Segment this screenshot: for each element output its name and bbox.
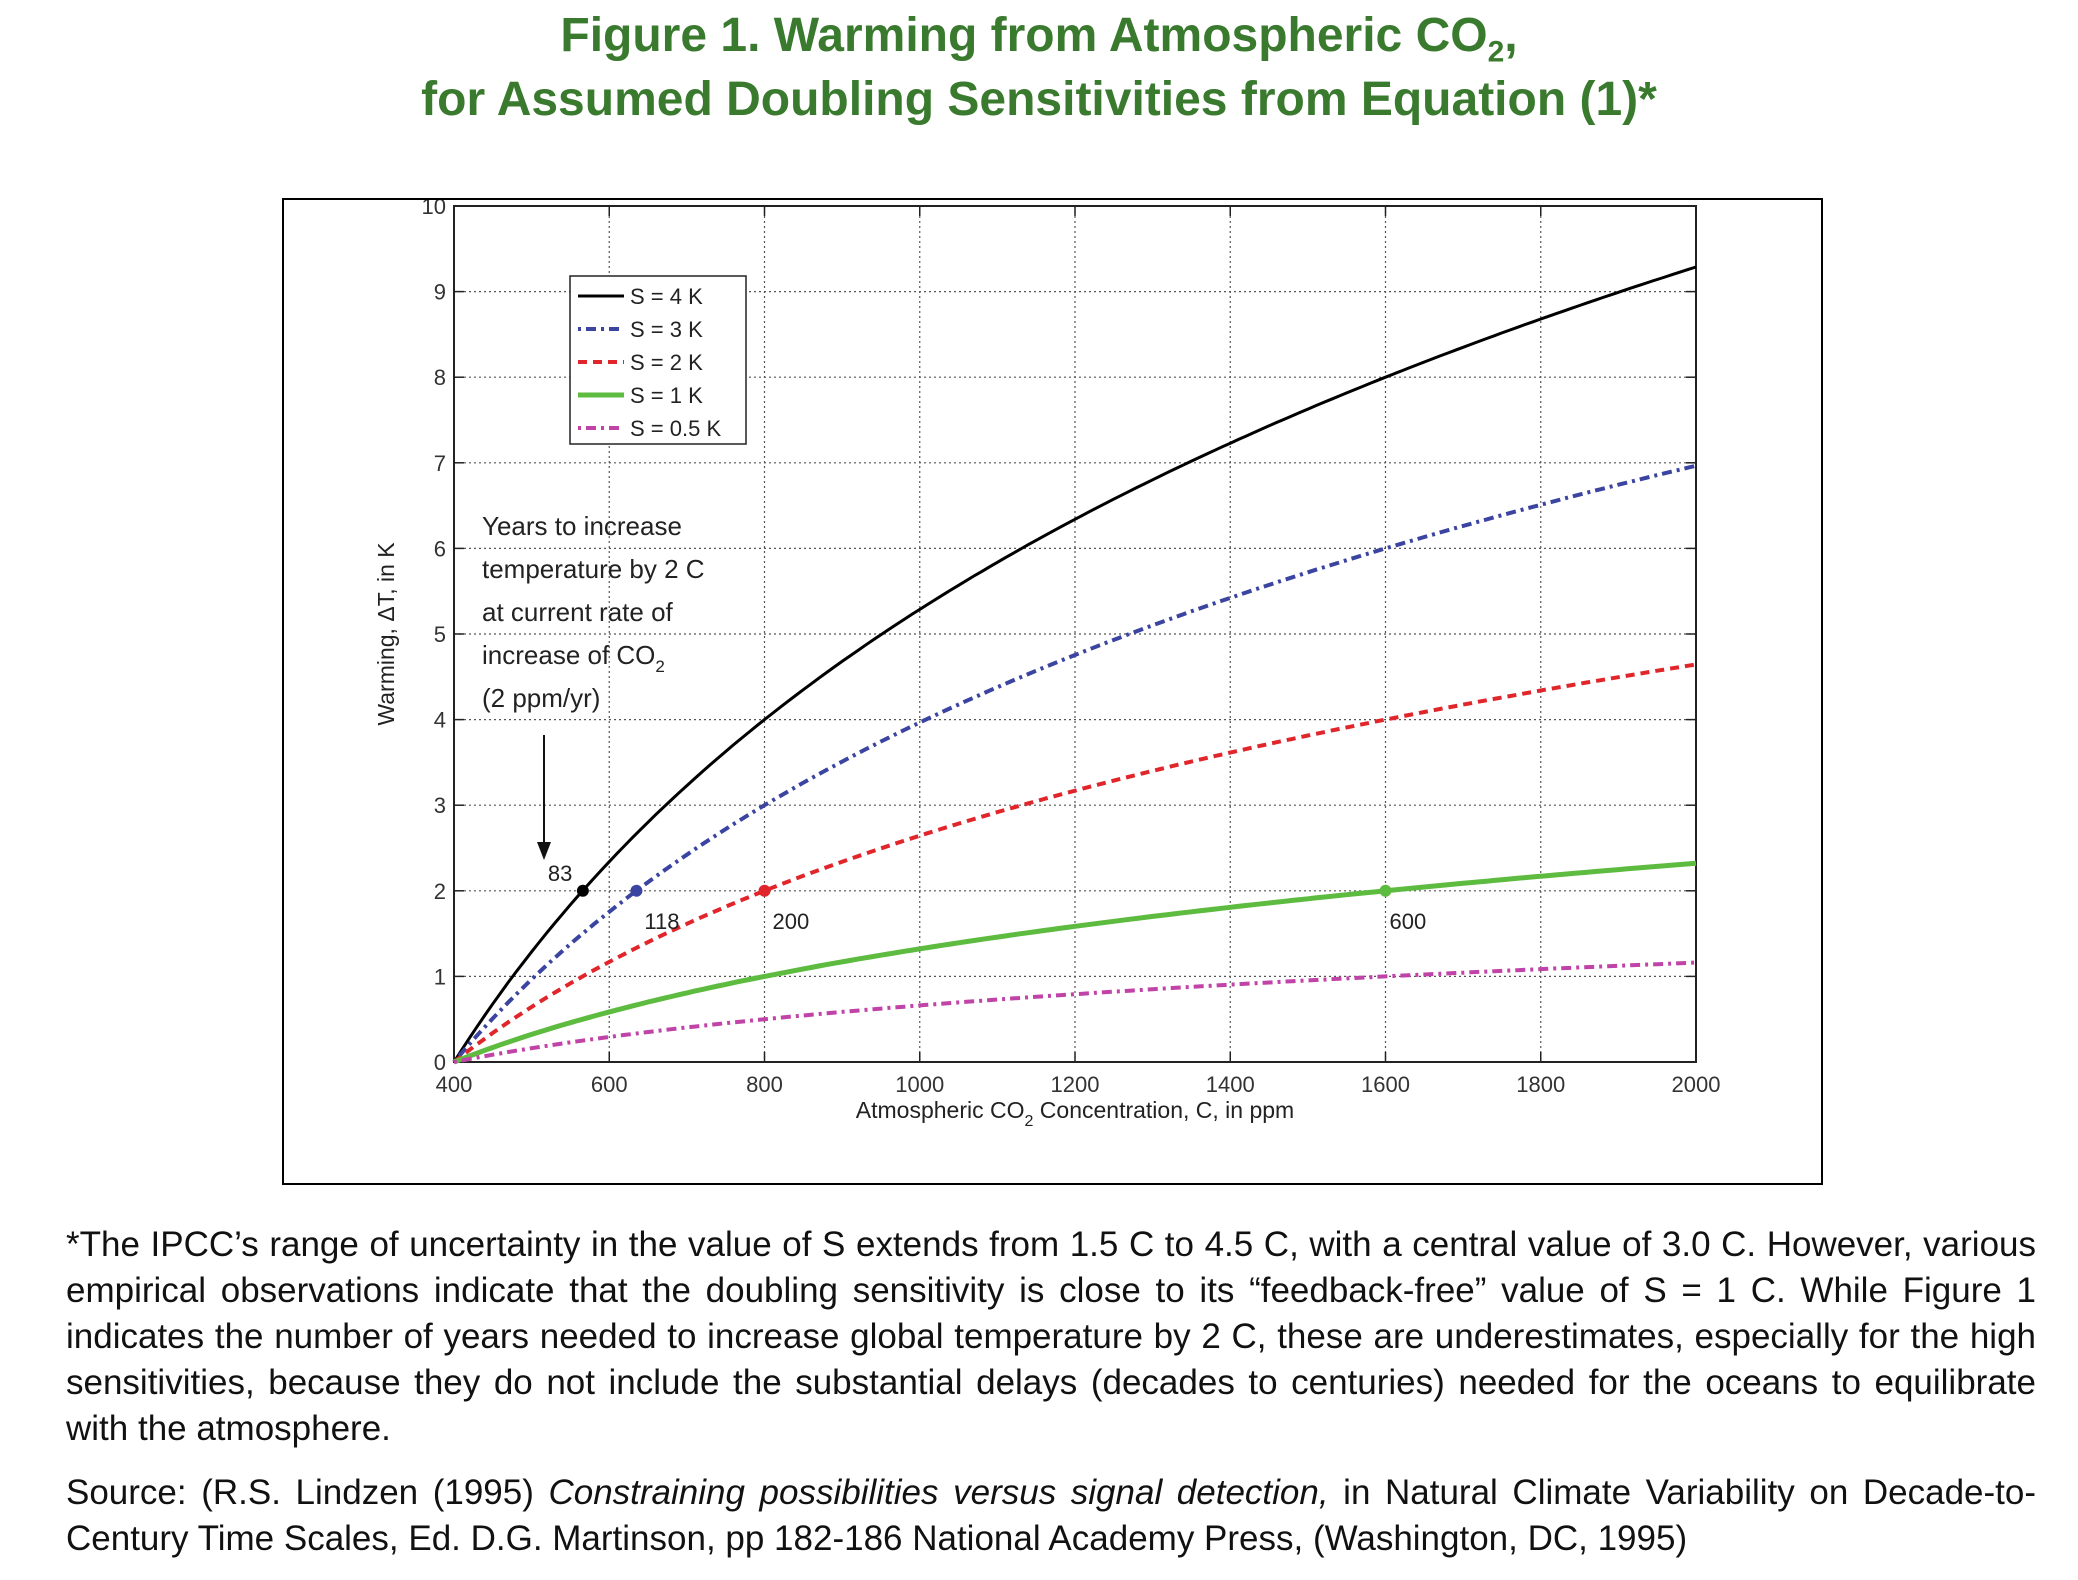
y-tick-label: 2 — [434, 879, 446, 904]
title-comma: , — [1504, 9, 1518, 62]
y-tick-label: 7 — [434, 451, 446, 476]
annotation-line: (2 ppm/yr) — [482, 683, 600, 713]
annotation-subscript: 2 — [655, 657, 664, 676]
legend-entry: S = 4 K — [630, 284, 703, 309]
x-tick-label: 600 — [591, 1072, 628, 1097]
series-line-s-3-k — [452, 463, 1697, 1064]
marker-label: 118 — [644, 909, 679, 934]
title-subscript: 2 — [1487, 35, 1505, 69]
legend-entry: S = 2 K — [630, 350, 703, 375]
x-tick-label: 1800 — [1516, 1072, 1565, 1097]
series-line-s-2-k — [452, 662, 1697, 1064]
series-line-s-0-5-k — [453, 960, 1697, 1064]
legend-entry: S = 3 K — [630, 317, 703, 342]
annotation-text: temperature by 2 C — [482, 554, 705, 584]
marker-label: 83 — [548, 861, 572, 886]
marker-label: 600 — [1390, 909, 1427, 934]
x-axis-label: Atmospheric CO2 Concentration, C, in ppm — [856, 1097, 1294, 1130]
y-tick-label: 8 — [434, 365, 446, 390]
warming-chart: 400 600 800 1000 1200 1400 1600 1800 2000 0 1 2 3 4 5 6… — [373, 200, 1721, 1130]
legend-entry: S = 0.5 K — [630, 416, 721, 441]
y-tick-label: 10 — [422, 200, 446, 219]
x-axis-label-text: Atmospheric CO — [856, 1097, 1025, 1123]
x-axis-label-sub: 2 — [1025, 1113, 1034, 1130]
annotation-arrowhead — [537, 842, 551, 860]
x-tick-label: 2000 — [1672, 1072, 1721, 1097]
x-tick-label: 1600 — [1361, 1072, 1410, 1097]
x-tick-label: 1200 — [1051, 1072, 1100, 1097]
y-tick-label: 9 — [434, 280, 446, 305]
x-tick-label: 1000 — [895, 1072, 944, 1097]
marker-label: 200 — [773, 909, 810, 934]
chart-frame: 400 600 800 1000 1200 1400 1600 1800 2000 0 1 2 3 4 5 6… — [282, 198, 1823, 1185]
x-tick-label: 400 — [436, 1072, 473, 1097]
source-prefix: Source: (R.S. Lindzen (1995) — [66, 1473, 549, 1512]
annotation-text: increase of CO — [482, 640, 655, 670]
annotation-line: increase of CO2 — [482, 640, 665, 676]
series-line-s-4-k — [452, 265, 1697, 1063]
annotation-text: at current rate of — [482, 597, 674, 627]
y-tick-label: 3 — [434, 793, 446, 818]
title-text: Figure 1. Warming from Atmospheric CO — [560, 9, 1488, 62]
data-marker — [1379, 884, 1392, 897]
figure-title-line-2: for Assumed Doubling Sensitivities from … — [421, 73, 1657, 126]
series-line-s-1-k — [453, 860, 1697, 1065]
y-axis-label: Warming, ΔT, in K — [373, 542, 399, 726]
annotation-text: Years to increase — [482, 511, 682, 541]
source-suffix: in Natural Climate Variability on Decade… — [66, 1473, 2037, 1558]
x-axis-label-end: Concentration, C, in ppm — [1033, 1097, 1294, 1123]
annotation-line: at current rate of — [482, 597, 674, 627]
y-tick-label: 6 — [434, 536, 446, 561]
y-tick-label: 0 — [434, 1050, 446, 1075]
y-tick-label: 1 — [434, 964, 446, 989]
caption-footnote: *The IPCC’s range of uncertainty in the … — [66, 1225, 2036, 1448]
legend-entry: S = 1 K — [630, 383, 703, 408]
annotation-line: temperature by 2 C — [482, 554, 705, 584]
caption-source: Source: (R.S. Lindzen (1995) Constrainin… — [66, 1470, 2036, 1562]
annotation-text: (2 ppm/yr) — [482, 683, 600, 713]
x-tick-label: 1400 — [1206, 1072, 1255, 1097]
y-tick-label: 4 — [434, 708, 446, 733]
source-title: Constraining possibilities versus signal… — [548, 1473, 1329, 1512]
data-marker — [630, 884, 643, 897]
data-marker — [758, 884, 771, 897]
data-marker — [576, 884, 589, 897]
y-tick-label: 5 — [434, 622, 446, 647]
annotation-line: Years to increase — [482, 511, 682, 541]
figure-title-line-1: Figure 1. Warming from Atmospheric CO2, — [0, 8, 2078, 70]
x-tick-label: 800 — [746, 1072, 783, 1097]
